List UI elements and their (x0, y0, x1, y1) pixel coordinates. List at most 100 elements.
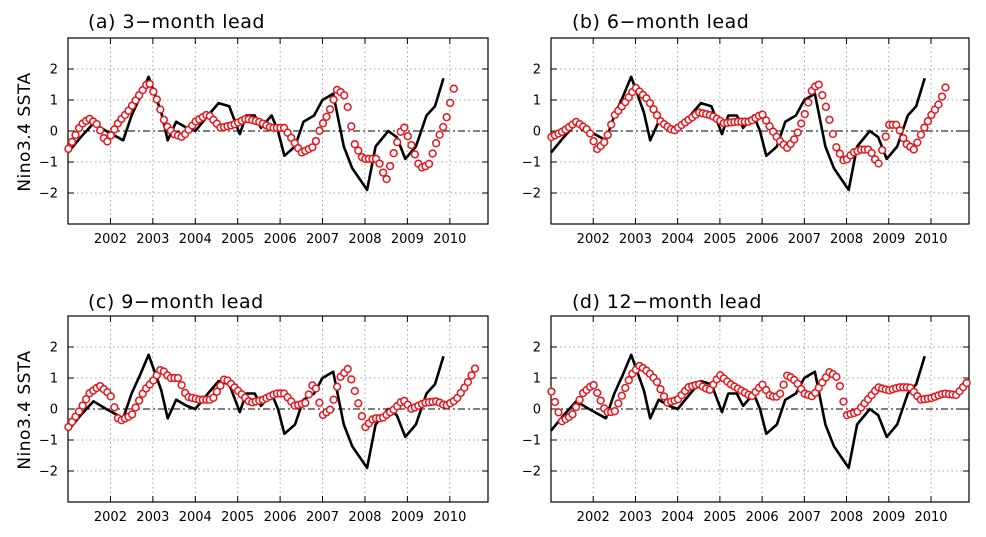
panel-d-forecast-point-32 (659, 392, 669, 401)
panel-c-ytick-label-4: 2 (50, 341, 58, 356)
panel-b-forecast-point-73 (804, 98, 813, 107)
panel-b-forecast-point-76 (814, 80, 823, 89)
panel-a-forecast-point-81 (350, 140, 359, 149)
panel-d-forecast-point-66 (779, 380, 788, 389)
panel-b-ytick-label-3: 1 (533, 94, 541, 109)
panel-c-forecast-point-12 (106, 392, 115, 401)
panel-b-forecast-point-28 (645, 98, 655, 108)
panel-a-xtick-label-2010: 2010 (433, 232, 466, 247)
panel-c-forecast-point-75 (329, 395, 338, 404)
panel-d-forecast-point-65 (775, 389, 785, 398)
panel-c-ytick-label-3: 1 (50, 372, 58, 387)
panel-c-forecast-point-74 (325, 405, 335, 414)
panel-b-forecast-point-77 (818, 91, 827, 100)
panel-b-forecast-point-94 (878, 145, 887, 155)
panel-c-forecast-point-13 (110, 403, 119, 412)
panel-c-forecast-point-81 (350, 386, 359, 396)
panel-b-forecast-point-11 (585, 129, 595, 138)
panel-b: (b) 6−month lead −2 −1 0 1 2 2002 2003 2004 2005… (522, 11, 970, 247)
panel-a-ytick-label-2: 0 (50, 125, 58, 140)
panel-c-xtick-label-2008: 2008 (348, 510, 381, 525)
panel-d-forecast-point-83 (839, 397, 848, 406)
panel-b-forecast-point-15 (600, 138, 609, 147)
panel-c-title: (c) 9−month lead (88, 291, 264, 313)
panel-d-ytick-label-2: 0 (533, 403, 541, 418)
panel-a-forecast-point-13 (110, 125, 119, 134)
panel-b-forecast-point-17 (607, 120, 616, 129)
panel-b-forecast-point-82 (835, 149, 845, 158)
panel-d: (d) 12−month lead −2 −1 0 1 2 2002 2003 2004 200… (522, 291, 971, 525)
panel-b-ytick-label-2: 0 (533, 125, 541, 140)
panel-c-xtick-label-2009: 2009 (391, 510, 424, 525)
panel-d-forecast-point-1 (550, 397, 560, 407)
panel-b-forecast-point-60 (758, 110, 767, 119)
panel-c-forecast-point-4 (78, 401, 87, 410)
panel-a-forecast-point-88 (375, 159, 384, 168)
panel-a-forecast-point-90 (382, 174, 391, 184)
panel-c: (c) 9−month lead −2 −1 0 1 2 2002 2003 2004 2005… (39, 291, 489, 525)
panel-c-xtick-label-2003: 2003 (136, 510, 169, 525)
panel-b-forecast-point-16 (603, 130, 612, 140)
panel-b-forecast-point-72 (800, 109, 809, 119)
panel-a-ytick-label-0: −2 (39, 187, 58, 202)
panel-b-forecast-point-111 (937, 92, 947, 101)
panel-a: (a) 3−month lead −2 −1 0 1 2 2002 2003 2004 2005… (39, 11, 489, 247)
panel-c-forecast-point-82 (354, 399, 363, 408)
panel-a-forecast-point-9 (96, 126, 105, 135)
panel-b-forecast-point-104 (913, 138, 922, 147)
panel-d-forecast-point-0 (547, 387, 556, 396)
panel-a-forecast-point-107 (442, 113, 451, 122)
panel-d-forecast-point-21 (621, 383, 630, 393)
panel-c-forecast-point-31 (173, 373, 183, 383)
panel-b-forecast-point-30 (652, 111, 662, 120)
panel-a-forecast-point-72 (318, 119, 328, 128)
panel-a-forecast-point-92 (389, 149, 398, 158)
panel-b-xtick-label-2003: 2003 (619, 232, 652, 247)
panel-b-xtick-label-2009: 2009 (872, 232, 905, 247)
panel-b-ytick-label-1: −1 (522, 156, 541, 171)
panel-d-forecast-point-31 (656, 385, 665, 394)
panel-a-forecast-point-78 (340, 91, 349, 100)
panel-c-forecast-point-5 (81, 395, 91, 404)
panel-a-forecast-point-98 (410, 150, 420, 159)
panel-c-xtick-label-2006: 2006 (264, 510, 297, 525)
panel-d-forecast-point-18 (610, 407, 619, 416)
panel-c-xtick-label-2007: 2007 (306, 510, 339, 525)
panel-a-forecast-point-0 (64, 144, 73, 153)
panel-d-observed-line (549, 353, 926, 470)
panel-b-xtick-label-2004: 2004 (661, 232, 694, 247)
panel-c-xtick-label-2002: 2002 (94, 510, 127, 525)
panel-b-forecast-point-69 (790, 135, 799, 144)
panel-d-ytick-label-0: −2 (522, 465, 541, 480)
panel-c-forecast-point-18 (127, 410, 137, 419)
panel-d-forecast-point-30 (652, 377, 662, 387)
panel-b-forecast-point-107 (923, 117, 933, 126)
panel-a-forecast-point-27 (159, 115, 169, 124)
panel-a-forecast-point-26 (156, 105, 165, 114)
panel-a-ytick-label-3: 1 (50, 94, 58, 109)
panel-c-forecast-point-70 (311, 384, 321, 393)
panel-a-forecast-point-80 (347, 122, 356, 131)
panel-b-forecast-point-78 (821, 102, 831, 111)
panel-a-forecast-point-79 (343, 102, 352, 112)
panel-a-xtick-label-2009: 2009 (391, 232, 424, 247)
y-axis-label-top: Nino3.4 SSTA (15, 72, 35, 191)
panel-c-forecast-point-20 (134, 396, 144, 405)
panel-d-forecast-point-118 (962, 378, 971, 388)
panel-c-forecast-point-71 (315, 398, 324, 407)
panel-a-forecast-point-11 (103, 137, 112, 146)
panel-b-forecast-point-112 (941, 83, 950, 92)
panel-d-forecast-point-7 (571, 402, 581, 412)
panel-b-forecast-point-12 (589, 137, 598, 146)
panel-c-forecast-point-67 (301, 398, 310, 408)
panel-d-forecast-point-8 (575, 395, 584, 405)
panel-b-xtick-label-2008: 2008 (830, 232, 863, 247)
panel-d-forecast-point-22 (624, 376, 633, 385)
panel-c-xtick-label-2010: 2010 (433, 510, 466, 525)
panel-a-xtick-label-2007: 2007 (306, 232, 339, 247)
panel-c-forecast-point-83 (357, 412, 367, 421)
panel-b-forecast-point-99 (895, 126, 904, 135)
panel-a-forecast-point-2 (71, 130, 80, 140)
panel-a-forecast-point-12 (106, 131, 115, 140)
